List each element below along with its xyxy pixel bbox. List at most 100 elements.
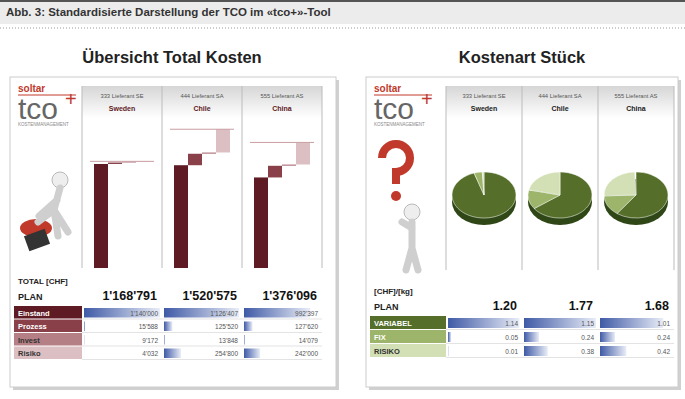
row-divider [446, 329, 674, 330]
column-divider [598, 86, 599, 270]
supplier-label: 333 Lieferant SE [462, 93, 505, 99]
column-divider [82, 86, 83, 122]
data-bar [600, 332, 615, 342]
data-label: 1.14 [505, 320, 518, 327]
clipart [38, 188, 68, 236]
country-label: Sweden [109, 105, 135, 112]
panel-title: Kostenart Stück [459, 48, 586, 66]
column-divider [522, 86, 523, 270]
data-bar [448, 346, 450, 356]
country-label: China [626, 105, 646, 112]
data-label: 0.01 [505, 348, 518, 355]
total-label: [CHF]/[kg] [374, 287, 413, 296]
data-label: 992'397 [295, 310, 318, 317]
data-bar [524, 332, 539, 342]
bar-segment [108, 163, 122, 164]
data-bar [164, 335, 166, 345]
data-label: 1.01 [657, 320, 670, 327]
column-divider [674, 86, 675, 270]
row-divider [446, 357, 674, 358]
axis-line [82, 122, 83, 268]
column-divider [162, 86, 163, 122]
row-label: Risiko [18, 349, 41, 358]
bar-segment [202, 152, 216, 153]
data-bar [244, 349, 260, 359]
data-bar [448, 332, 451, 342]
row-divider [82, 346, 322, 347]
bar-segment [188, 154, 202, 165]
data-bar [84, 308, 160, 318]
data-label: 125'520 [215, 323, 238, 330]
plot-area [452, 172, 668, 225]
plan-label: PLAN [374, 302, 399, 312]
logo-plus: + [421, 88, 433, 110]
axis-line [162, 122, 163, 268]
column-divider [322, 86, 323, 122]
data-label: 0.38 [581, 348, 594, 355]
bar-segment [216, 129, 230, 152]
pie-slice [529, 172, 560, 195]
row-label: VARIABEL [374, 319, 412, 328]
data-bar [600, 318, 663, 328]
column-header [162, 86, 242, 118]
total-value: 1'168'791 [102, 289, 157, 303]
row-label-cell [14, 306, 82, 319]
logo-tagline: KOSTENMANAGEMENT [18, 122, 69, 127]
supplier-label: 444 Lieferant SA [538, 93, 581, 99]
plan-label: PLAN [18, 292, 43, 302]
data-bar [84, 349, 85, 359]
panel: Übersicht Total Kostensoltartco+KOSTENMA… [10, 48, 339, 390]
data-label: 0.24 [657, 334, 670, 341]
bar-segment [296, 142, 310, 164]
caption-divider [0, 28, 685, 29]
bar-segment [174, 165, 188, 268]
axis-line [242, 122, 243, 268]
caption: Abb. 3: Standardisierte Darstellung der … [6, 6, 331, 18]
data-bar [600, 346, 626, 356]
row-label-cell [370, 316, 446, 329]
country-label: Sweden [471, 105, 497, 112]
total-value: 1'520'575 [182, 289, 237, 303]
bar-segment [282, 165, 296, 166]
caption-background [0, 0, 685, 24]
row-label: Invest [18, 336, 40, 345]
total-label: TOTAL [CHF] [18, 277, 68, 286]
data-label: 254'800 [215, 350, 238, 357]
data-label: 0.42 [657, 348, 670, 355]
country-label: China [272, 105, 292, 112]
total-line [170, 129, 234, 130]
data-bar [524, 318, 596, 328]
total-line [90, 161, 154, 162]
country-label: Chile [551, 105, 568, 112]
data-label: 14'079 [299, 337, 319, 344]
pie-slice [482, 172, 484, 195]
data-bar [448, 318, 519, 328]
logo-tagline: KOSTENMANAGEMENT [374, 122, 425, 127]
clipart [391, 191, 401, 201]
column-header [82, 86, 162, 118]
panel: Kostenart Stücksoltartco+KOSTENMANAGEMEN… [366, 48, 681, 390]
pie-slice [604, 195, 636, 214]
column-header [242, 86, 322, 118]
data-bar [164, 308, 239, 318]
data-label: 1.15 [581, 320, 594, 327]
data-label: 127'620 [295, 323, 318, 330]
data-bar [244, 335, 246, 345]
row-label: FIX [374, 333, 386, 342]
data-label: 9'172 [142, 337, 158, 344]
panel-frame [10, 77, 336, 387]
logo-plus: + [65, 88, 77, 110]
data-bar [84, 322, 85, 332]
total-line [250, 142, 314, 143]
data-label: 0.05 [505, 334, 518, 341]
data-label: 4'032 [142, 350, 158, 357]
pie-slice [452, 172, 516, 218]
bar-segment [268, 166, 282, 178]
row-label: RISIKO [374, 347, 400, 356]
data-bar [164, 322, 172, 332]
bar-segment [254, 177, 268, 268]
axis-line [322, 122, 323, 268]
caption-rule [0, 0, 685, 2]
figure: Abb. 3: Standardisierte Darstellung der … [0, 0, 685, 399]
column-header [522, 86, 598, 118]
